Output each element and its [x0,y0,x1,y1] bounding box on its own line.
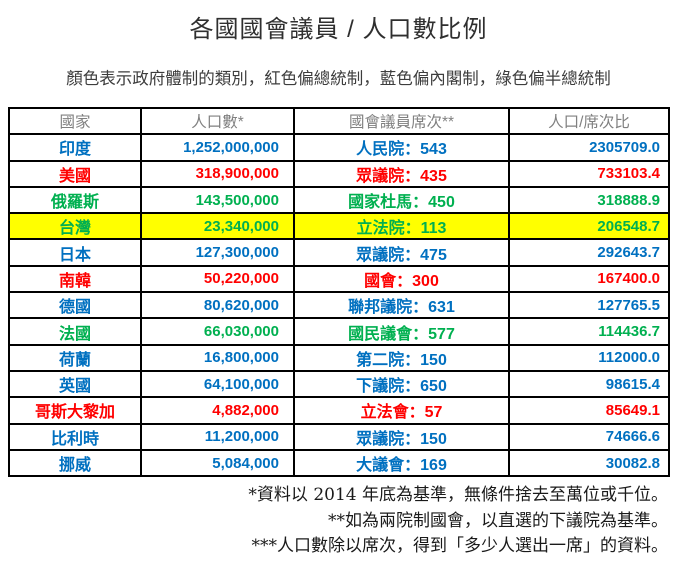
cell-country: 台灣 [8,212,142,241]
cell-country: 印度 [8,133,142,162]
cell-seats: 眾議院：475 [293,238,510,267]
cell-country: 俄羅斯 [8,185,142,215]
cell-ratio: 85649.1 [508,396,670,425]
table-row: 俄羅斯 143,500,000 國家杜馬：450 318888.9 [8,185,670,215]
cell-country: 比利時 [8,422,142,451]
footnote-population-source: *資料以 2014 年底為基準，無條件捨去至萬位或千位。 [248,485,668,506]
header-population: 人口數* [140,106,295,136]
cell-country: 挪威 [8,448,142,478]
table-row: 印度 1,252,000,000 人民院：543 2305709.0 [8,133,670,162]
cell-population: 16,800,000 [140,343,295,372]
cell-ratio: 127765.5 [508,291,670,320]
cell-seats: 第二院：150 [293,343,510,372]
cell-country: 法國 [8,317,142,346]
cell-ratio: 98615.4 [508,369,670,399]
table-row: 英國 64,100,000 下議院：650 98615.4 [8,369,670,399]
cell-seats: 人民院：543 [293,133,510,162]
cell-seats: 立法院：113 [293,212,510,241]
cell-population: 23,340,000 [140,212,295,241]
country-parliament-table: 國家 人口數* 國會議員席次** 人口/席次比 印度 1,252,000,000 人… [8,106,670,478]
footnote-ratio-explanation: ***人口數除以席次，得到「多少人選出一席」的資料。 [251,536,669,557]
cell-ratio: 206548.7 [508,212,670,241]
slide: 各國國會議員 / 人口數比例 顏色表示政府體制的類別，紅色偏總統制，藍色偏內閣制… [0,9,677,587]
header-country: 國家 [8,106,142,136]
cell-ratio: 2305709.0 [508,133,670,162]
cell-ratio: 167400.0 [508,264,670,294]
cell-population: 66,030,000 [140,317,295,346]
cell-seats: 下議院：650 [293,369,510,399]
cell-seats: 眾議院：150 [293,422,510,451]
cell-ratio: 114436.7 [508,317,670,346]
cell-population: 80,620,000 [140,291,295,320]
table-row: 挪威 5,084,000 大議會：169 30082.8 [8,448,670,478]
cell-population: 64,100,000 [140,369,295,399]
cell-population: 1,252,000,000 [140,133,295,162]
table-row: 比利時 11,200,000 眾議院：150 74666.6 [8,422,670,451]
table-row: 荷蘭 16,800,000 第二院：150 112000.0 [8,343,670,372]
cell-population: 318,900,000 [140,159,295,188]
legend-subtitle: 顏色表示政府體制的類別，紅色偏總統制，藍色偏內閣制，綠色偏半總統制 [66,70,611,88]
cell-population: 50,220,000 [140,264,295,294]
footnotes: *資料以 2014 年底為基準，無條件捨去至萬位或千位。 **如為兩院制國會，以… [8,483,668,560]
footnote-bicameral-rule: **如為兩院制國會，以直選的下議院為基準。 [328,510,668,531]
cell-seats: 國民議會：577 [293,317,510,346]
cell-seats: 國會：300 [293,264,510,294]
cell-ratio: 30082.8 [508,448,670,478]
table-row: 德國 80,620,000 聯邦議院：631 127765.5 [8,291,670,320]
cell-country: 英國 [8,369,142,399]
cell-country: 荷蘭 [8,343,142,372]
cell-seats: 大議會：169 [293,448,510,478]
header-ratio: 人口/席次比 [508,106,670,136]
cell-seats: 國家杜馬：450 [293,185,510,215]
cell-population: 127,300,000 [140,238,295,267]
cell-ratio: 112000.0 [508,343,670,372]
table-row: 日本 127,300,000 眾議院：475 292643.7 [8,238,670,267]
cell-country: 南韓 [8,264,142,294]
table-body: 印度 1,252,000,000 人民院：543 2305709.0 美國 318,900… [8,133,670,478]
cell-population: 11,200,000 [140,422,295,451]
table-row: 法國 66,030,000 國民議會：577 114436.7 [8,317,670,346]
cell-ratio: 733103.4 [508,159,670,188]
table-row: 哥斯大黎加 4,882,000 立法會：57 85649.1 [8,396,670,425]
cell-seats: 眾議院：435 [293,159,510,188]
page-title: 各國國會議員 / 人口數比例 [189,16,488,43]
table-row: 台灣 23,340,000 立法院：113 206548.7 [8,212,670,241]
cell-ratio: 292643.7 [508,238,670,267]
cell-country: 哥斯大黎加 [8,396,142,425]
cell-ratio: 74666.6 [508,422,670,451]
cell-population: 4,882,000 [140,396,295,425]
cell-country: 美國 [8,159,142,188]
cell-ratio: 318888.9 [508,185,670,215]
cell-seats: 聯邦議院：631 [293,291,510,320]
header-seats: 國會議員席次** [293,106,510,136]
cell-country: 德國 [8,291,142,320]
cell-population: 5,084,000 [140,448,295,478]
table-row: 美國 318,900,000 眾議院：435 733103.4 [8,159,670,188]
cell-seats: 立法會：57 [293,396,510,425]
cell-population: 143,500,000 [140,185,295,215]
cell-country: 日本 [8,238,142,267]
table-row: 南韓 50,220,000 國會：300 167400.0 [8,264,670,294]
table-header-row: 國家 人口數* 國會議員席次** 人口/席次比 [8,106,670,136]
